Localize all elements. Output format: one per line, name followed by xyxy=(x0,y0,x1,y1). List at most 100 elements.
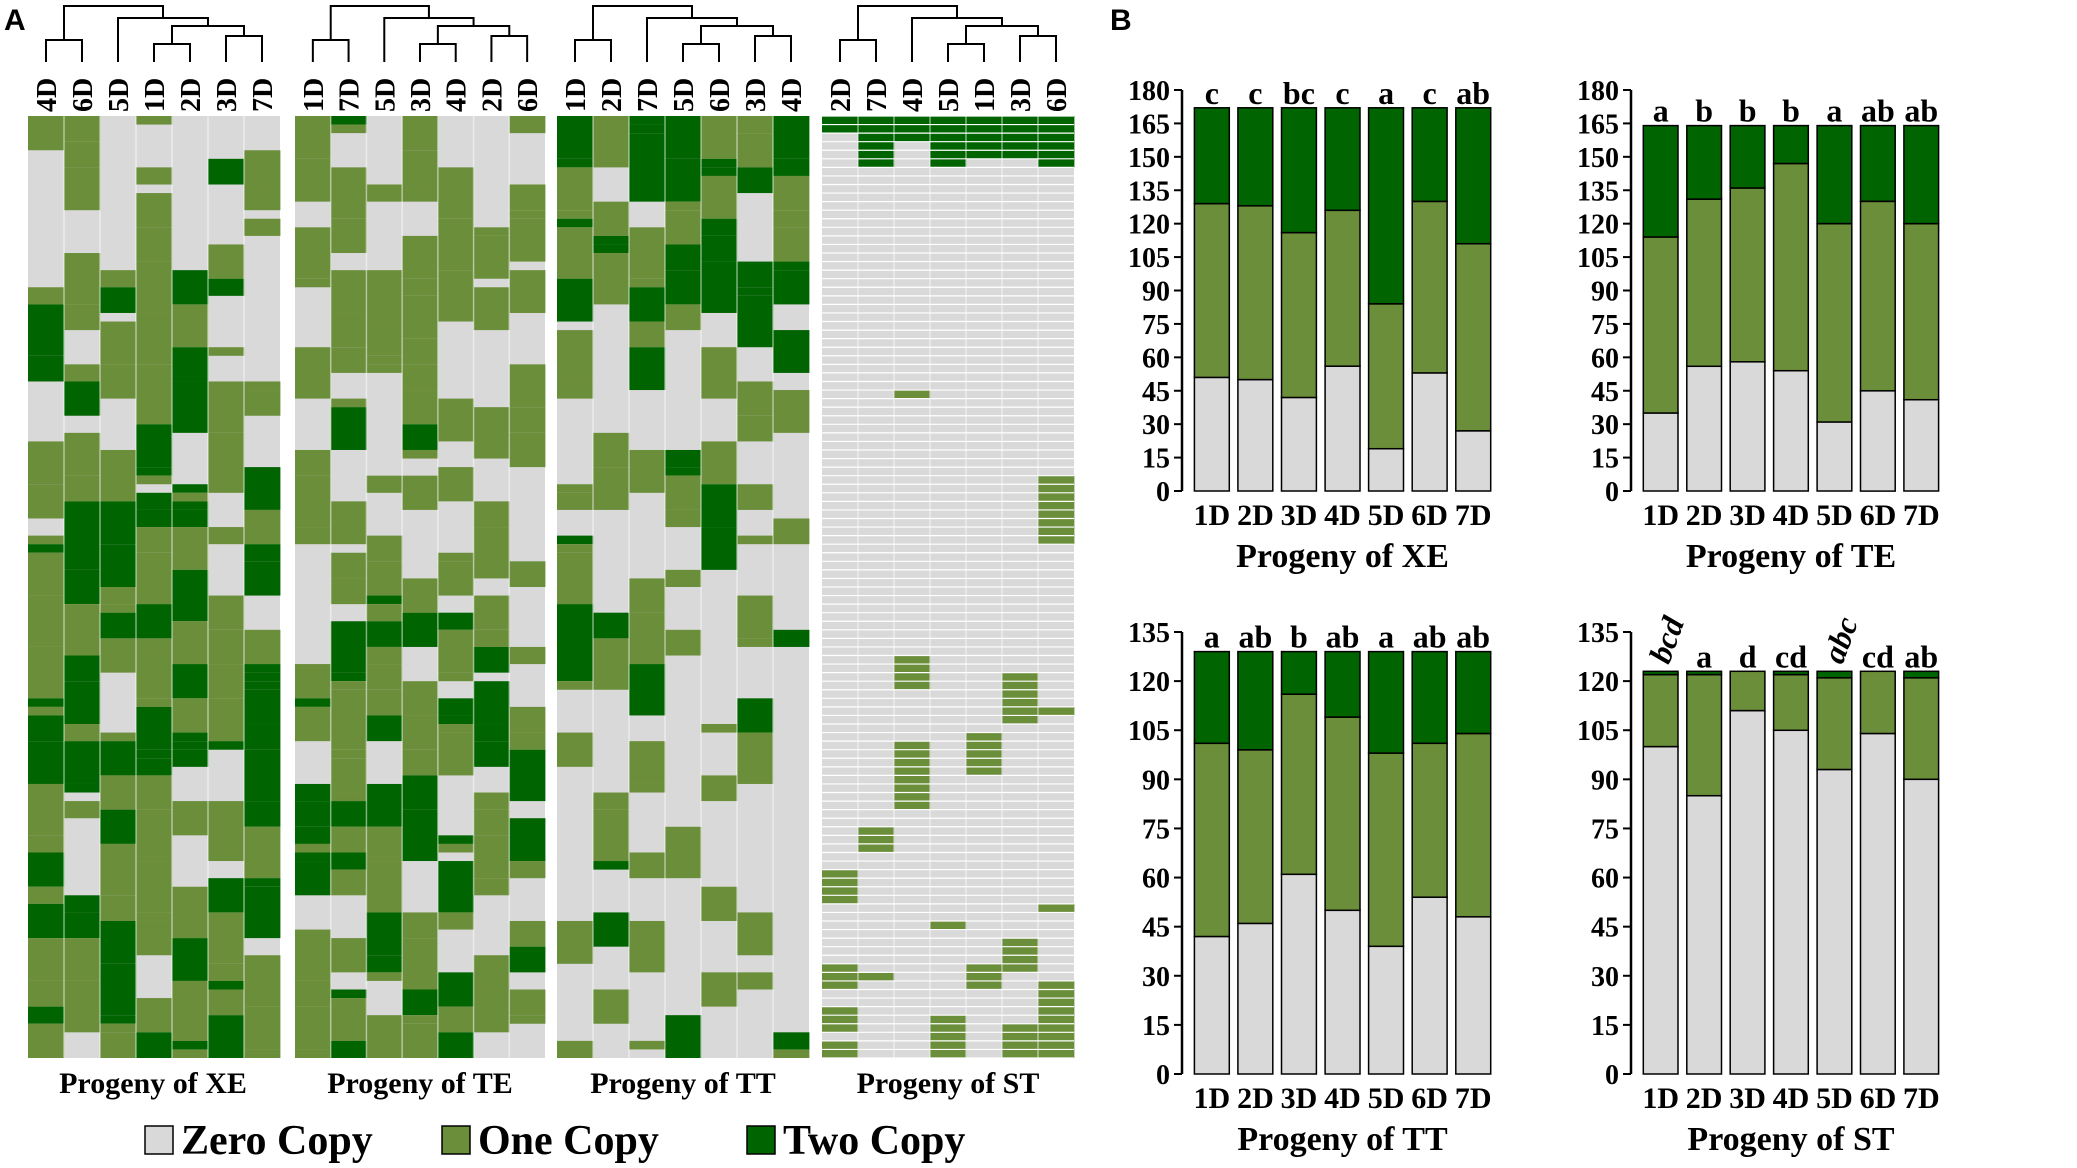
bar-segment-zero-copy xyxy=(1280,873,1318,1075)
heatmap-cell xyxy=(295,843,332,853)
bar-segment-one-copy xyxy=(1729,670,1766,712)
heatmap-cell xyxy=(244,1006,281,1050)
heatmap-cell xyxy=(402,715,439,750)
heatmap-cell xyxy=(100,1015,137,1024)
heatmap-cell xyxy=(136,920,173,956)
heatmap-cell xyxy=(208,347,245,356)
heatmap-cell xyxy=(64,801,101,819)
heatmap-cell xyxy=(100,612,137,639)
heatmap-cell xyxy=(437,552,474,562)
y-tick-label: 30 xyxy=(1142,410,1170,441)
heatmap-2: 1D 7D 5D 3D 4D 2D 6D xyxy=(295,5,546,1058)
significance-letter: b xyxy=(1739,93,1757,129)
significance-letter: b xyxy=(1695,93,1713,129)
heatmap-cell xyxy=(701,175,738,219)
heatmap-cell xyxy=(136,475,173,485)
heatmap-cell xyxy=(100,1023,137,1033)
heatmap-cell xyxy=(593,253,630,305)
dendrogram-link xyxy=(839,39,877,62)
heatmap-cell xyxy=(557,1040,594,1058)
heatmap-column-label: 4D xyxy=(777,78,808,112)
bar-segment-zero-copy xyxy=(1859,390,1896,492)
heatmap-cell xyxy=(473,809,510,836)
heatmap-cell xyxy=(665,509,702,519)
heatmap-cell xyxy=(437,861,474,913)
heatmap-cell xyxy=(665,475,702,510)
heatmap-cell xyxy=(402,235,439,279)
heatmap-cell xyxy=(295,116,332,159)
heatmap-cell xyxy=(244,390,281,416)
heatmap-cell xyxy=(437,467,474,502)
heatmap-cell xyxy=(244,150,281,185)
heatmap-cell xyxy=(208,278,245,296)
heatmap-cell xyxy=(208,912,245,964)
heatmap-cell xyxy=(136,698,173,707)
y-tick-label: 45 xyxy=(1142,913,1170,944)
bar-segment-zero-copy xyxy=(1280,396,1318,492)
heatmap-cell xyxy=(701,886,738,921)
heatmap-cell xyxy=(366,475,403,493)
heatmap-cell xyxy=(629,741,666,784)
heatmap-cell xyxy=(100,321,137,365)
heatmap-cell xyxy=(330,869,367,896)
heatmap-column-label: 5D xyxy=(669,78,700,112)
heatmap-cell xyxy=(208,989,245,1016)
heatmap-cell xyxy=(366,1015,403,1058)
heatmap-cell xyxy=(402,938,439,990)
heatmap-cell xyxy=(366,270,403,322)
significance-letter: ab xyxy=(1326,619,1360,655)
heatmap-cell xyxy=(136,364,173,382)
heatmap-cell xyxy=(773,116,810,159)
bar-segment-one-copy xyxy=(1772,162,1810,372)
heatmap-cell xyxy=(473,501,510,528)
bar-segment-zero-copy xyxy=(1772,729,1810,1075)
heatmap-cell xyxy=(64,741,101,784)
bar-segment-zero-copy xyxy=(1903,778,1940,1075)
x-tick-label: 3D xyxy=(1729,1082,1766,1115)
heatmap-cell xyxy=(473,235,510,279)
heatmap-cell xyxy=(366,955,403,973)
heatmap-cell xyxy=(330,1040,367,1058)
bar-segment-two-copy xyxy=(1280,107,1318,234)
heatmap-column-label: 6D xyxy=(705,78,736,112)
heatmap-cell xyxy=(136,193,173,228)
y-tick-label: 120 xyxy=(1577,667,1619,698)
y-tick-label: 90 xyxy=(1591,277,1619,308)
heatmap-cell xyxy=(737,698,774,733)
heatmap-cell xyxy=(557,544,594,553)
heatmap-cell xyxy=(172,938,209,981)
heatmap-cell xyxy=(28,304,65,356)
dendrogram xyxy=(311,5,529,62)
heatmap-cell xyxy=(557,920,594,964)
heatmap-cell xyxy=(330,398,367,408)
heatmap-cell xyxy=(64,681,101,725)
heatmap-cell xyxy=(136,167,173,185)
heatmap-title: Progeny of TT xyxy=(590,1067,776,1100)
heatmap-cell xyxy=(172,621,209,665)
y-tick-label: 75 xyxy=(1591,814,1619,845)
bar-segment-zero-copy xyxy=(1903,398,1940,492)
heatmap-cell xyxy=(136,527,173,553)
heatmap-cell xyxy=(402,364,439,391)
heatmap-cell xyxy=(701,218,738,236)
heatmap-cell xyxy=(1038,706,1075,716)
heatmap-column-label: 4D xyxy=(442,78,473,112)
heatmap-cell xyxy=(473,629,510,647)
heatmap-cell xyxy=(629,578,666,613)
y-tick-label: 15 xyxy=(1142,444,1170,475)
bar-segment-two-copy xyxy=(1686,124,1723,200)
panel-a-letter: A xyxy=(4,4,26,37)
bar-segment-two-copy xyxy=(1816,124,1853,225)
significance-letter: ab xyxy=(1413,619,1447,655)
heatmap-cell xyxy=(737,732,774,784)
heatmap-cell xyxy=(665,270,702,305)
heatmap-cell xyxy=(402,989,439,1016)
heatmap-cell xyxy=(330,501,367,545)
heatmap-cell xyxy=(64,501,101,519)
heatmap-cell xyxy=(822,963,859,990)
dendrogram-link xyxy=(45,39,83,62)
heatmap-column-label: 6D xyxy=(68,78,99,112)
heatmap-cell xyxy=(665,629,702,656)
